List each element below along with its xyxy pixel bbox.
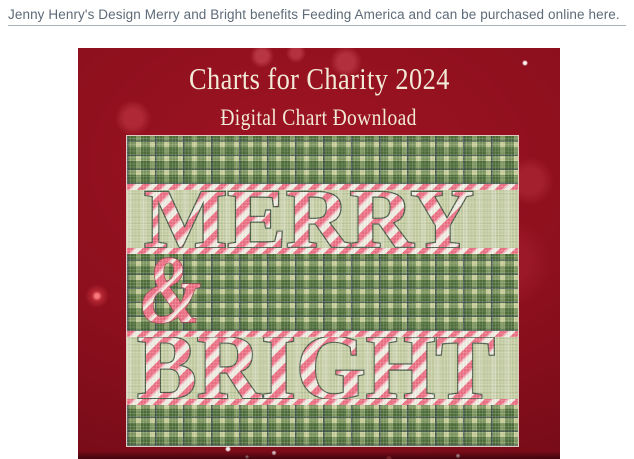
card-subtitle-text: Đigital Chart Đownload — [220, 105, 418, 130]
card-subtitle: Đigital Chart Đownload — [78, 105, 560, 130]
plaid-band-bottom — [127, 405, 518, 446]
stitch-ampersand-svg: & — [140, 235, 202, 344]
promo-card-image: Charts for Charity 2024 Đigital Chart Đo… — [78, 48, 560, 459]
plaid-band-middle: & — [127, 235, 518, 344]
article-link[interactable]: Jenny Henry's Design Merry and Bright be… — [8, 6, 626, 26]
stitch-word-merry-svg: MERRY — [143, 190, 475, 248]
candy-stripe-divider — [127, 184, 518, 190]
stitch-word-merry: MERRY — [144, 190, 474, 248]
stitch-ampersand: & — [141, 236, 201, 343]
merry-band: MERRY — [127, 190, 518, 248]
candy-stripe-divider — [127, 248, 518, 254]
candy-stripe-divider — [127, 399, 518, 405]
candy-stripe-divider — [127, 331, 518, 337]
card-title-text: Charts for Charity 2024 — [188, 61, 450, 96]
bright-band: BRIGHT — [127, 337, 518, 399]
card-title: Charts for Charity 2024 — [78, 62, 560, 96]
stitch-word-bright-svg: BRIGHT — [136, 337, 496, 399]
card-header: Charts for Charity 2024 Đigital Chart Đo… — [78, 48, 560, 131]
plaid-band-top — [127, 136, 518, 184]
stitch-word-bright: BRIGHT — [137, 337, 495, 399]
cross-stitch-chart: MERRY & BRIGHT — [126, 135, 519, 447]
